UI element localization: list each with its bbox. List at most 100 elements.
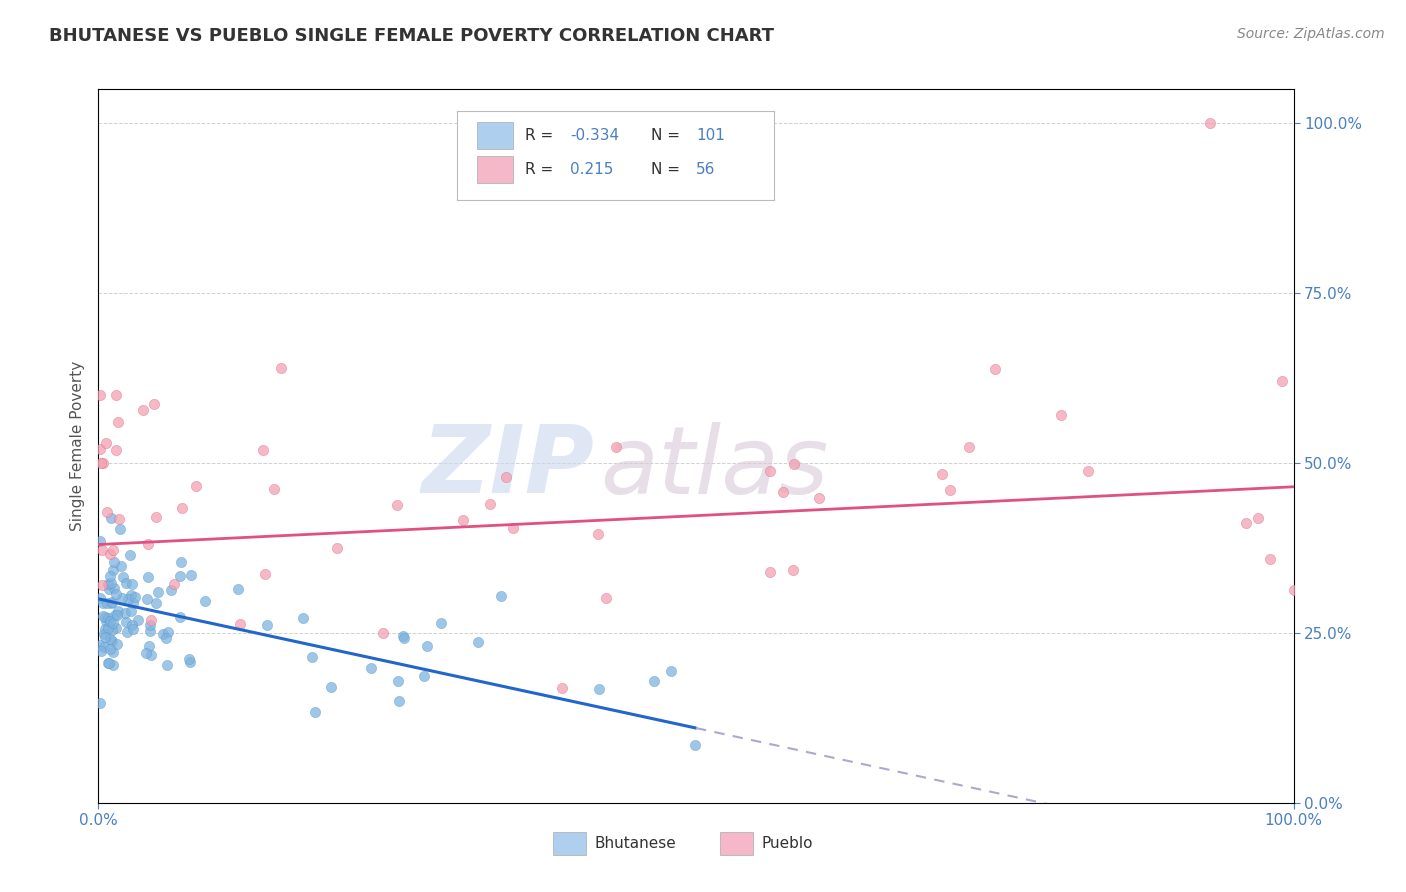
Point	[122, 622, 145, 636]
Point	[177, 652, 200, 666]
Point	[103, 658, 125, 673]
Point	[983, 361, 1005, 376]
Point	[101, 634, 124, 648]
Point	[169, 556, 191, 570]
Point	[1282, 582, 1305, 597]
Point	[160, 583, 183, 598]
Point	[146, 585, 169, 599]
Text: N =: N =	[651, 162, 685, 178]
Point	[90, 456, 112, 470]
Point	[94, 435, 117, 450]
Text: atlas: atlas	[600, 422, 828, 513]
Point	[105, 587, 128, 601]
Point	[783, 457, 806, 471]
Point	[373, 626, 395, 640]
Point	[96, 505, 118, 519]
Point	[170, 500, 193, 515]
Point	[387, 673, 409, 688]
Point	[430, 615, 453, 630]
Point	[595, 591, 617, 605]
Point	[392, 628, 415, 642]
Point	[588, 681, 610, 696]
Text: Pueblo: Pueblo	[762, 836, 813, 851]
Point	[89, 388, 111, 402]
Point	[90, 578, 112, 592]
Point	[110, 558, 132, 573]
Text: 56: 56	[696, 162, 716, 178]
Point	[103, 581, 125, 595]
Text: ZIP: ZIP	[422, 421, 595, 514]
Point	[1247, 511, 1270, 525]
Point	[101, 623, 124, 637]
Text: 101: 101	[696, 128, 725, 143]
Point	[135, 591, 157, 606]
Point	[91, 608, 114, 623]
Point	[132, 403, 155, 417]
Point	[98, 632, 121, 647]
Point	[551, 681, 574, 696]
Point	[100, 614, 122, 628]
Bar	[720, 832, 754, 855]
Point	[304, 705, 326, 719]
Point	[107, 512, 129, 526]
Point	[586, 527, 609, 541]
Text: Source: ZipAtlas.com: Source: ZipAtlas.com	[1237, 27, 1385, 41]
Point	[104, 621, 127, 635]
Point	[120, 588, 142, 602]
Point	[111, 570, 134, 584]
Point	[139, 624, 162, 638]
Point	[89, 696, 111, 710]
Point	[659, 664, 682, 678]
Point	[93, 630, 115, 644]
Point	[105, 637, 128, 651]
Point	[120, 604, 142, 618]
Point	[89, 534, 111, 549]
Point	[111, 591, 134, 605]
Point	[155, 631, 177, 645]
Point	[256, 618, 278, 632]
Point	[931, 467, 953, 481]
FancyBboxPatch shape	[457, 111, 773, 200]
Point	[169, 609, 191, 624]
Point	[759, 565, 782, 579]
Point	[138, 639, 160, 653]
Point	[179, 655, 201, 669]
Point	[136, 537, 159, 551]
Point	[292, 610, 315, 624]
Point	[301, 650, 323, 665]
Point	[98, 642, 121, 657]
Point	[89, 442, 111, 457]
Point	[90, 543, 112, 558]
Point	[142, 397, 165, 411]
Point	[103, 555, 125, 569]
Point	[156, 658, 179, 673]
Point	[139, 613, 162, 627]
Text: R =: R =	[524, 162, 558, 178]
Point	[263, 482, 285, 496]
Point	[115, 615, 138, 629]
Text: Bhutanese: Bhutanese	[595, 836, 676, 851]
Point	[1258, 552, 1281, 566]
Point	[98, 569, 121, 583]
Point	[93, 596, 115, 610]
Point	[117, 625, 139, 640]
Point	[104, 443, 127, 458]
Text: N =: N =	[651, 128, 685, 143]
Point	[270, 361, 292, 376]
Point	[772, 485, 794, 500]
Point	[103, 542, 125, 557]
Point	[127, 613, 149, 627]
Point	[226, 582, 249, 597]
Point	[90, 644, 112, 658]
Point	[136, 570, 159, 584]
Point	[413, 669, 436, 683]
Point	[117, 591, 139, 606]
Bar	[553, 832, 586, 855]
Point	[97, 657, 120, 671]
Point	[194, 594, 217, 608]
Point	[141, 648, 163, 663]
Point	[1050, 408, 1073, 422]
Point	[495, 470, 517, 484]
Point	[93, 626, 115, 640]
Point	[100, 595, 122, 609]
